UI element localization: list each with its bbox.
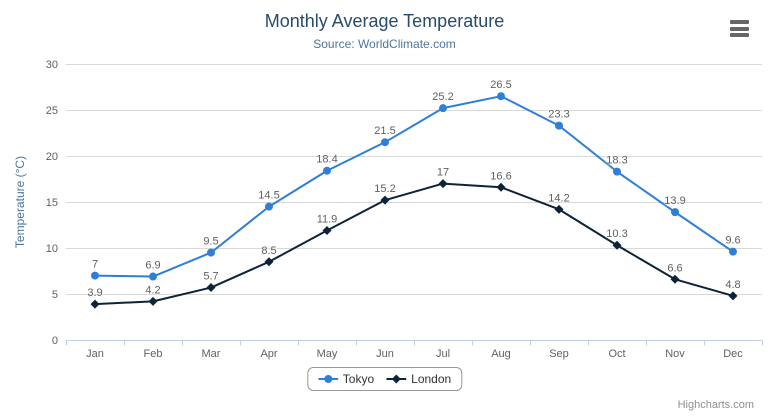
y-axis-label: 20	[46, 151, 58, 163]
x-axis-label: Jan	[86, 348, 104, 360]
data-label: 10.3	[606, 228, 627, 240]
x-axis-label: Apr	[260, 348, 277, 360]
marker-london-mar[interactable]	[206, 283, 216, 293]
x-axis-label: Sep	[549, 348, 569, 360]
data-label: 15.2	[374, 183, 395, 195]
marker-london-jun[interactable]	[380, 195, 390, 205]
series-line-tokyo	[94, 95, 734, 278]
legend-marker-tokyo-icon	[317, 375, 338, 383]
data-label: 23.3	[548, 109, 569, 121]
data-label: 16.6	[490, 170, 511, 182]
x-axis-label: May	[317, 348, 338, 360]
marker-london-jul[interactable]	[438, 179, 448, 189]
data-label: 26.5	[490, 79, 511, 91]
x-axis-label: Dec	[723, 348, 743, 360]
data-label: 3.9	[87, 287, 102, 299]
hamburger-icon	[730, 20, 749, 24]
marker-tokyo-feb[interactable]	[149, 272, 157, 281]
x-axis-label: Aug	[491, 348, 511, 360]
data-label: 11.9	[317, 214, 338, 226]
y-axis-label: 10	[46, 243, 58, 255]
data-label: 14.5	[258, 190, 279, 202]
data-label: 13.9	[664, 195, 685, 207]
data-label: 18.3	[606, 155, 627, 167]
marker-tokyo-mar[interactable]	[207, 248, 215, 257]
chart-title: Monthly Average Temperature	[264, 11, 505, 31]
data-label: 25.2	[432, 91, 453, 103]
legend-item-london[interactable]: London	[386, 372, 451, 386]
data-label: 5.7	[203, 271, 218, 283]
data-label: 9.5	[203, 236, 218, 248]
legend-label: Tokyo	[342, 372, 375, 386]
x-axis-label: Feb	[144, 348, 163, 360]
marker-tokyo-jun[interactable]	[381, 138, 389, 147]
marker-tokyo-dec[interactable]	[729, 247, 737, 256]
data-label: 8.5	[261, 245, 276, 257]
marker-london-aug[interactable]	[496, 182, 506, 192]
x-axis-label: Oct	[608, 348, 625, 360]
marker-tokyo-nov[interactable]	[671, 208, 679, 217]
marker-tokyo-sep[interactable]	[555, 121, 563, 130]
marker-london-dec[interactable]	[728, 291, 738, 301]
legend: Tokyo London	[306, 367, 463, 391]
y-axis-label: 15	[46, 197, 58, 209]
marker-london-apr[interactable]	[264, 257, 274, 267]
marker-london-jan[interactable]	[90, 299, 100, 309]
marker-tokyo-may[interactable]	[323, 166, 331, 175]
y-axis-label: 30	[46, 59, 58, 71]
marker-tokyo-apr[interactable]	[265, 202, 273, 211]
data-label: 21.5	[374, 125, 395, 137]
legend-item-tokyo[interactable]: Tokyo	[317, 372, 375, 386]
marker-london-may[interactable]	[322, 226, 332, 236]
context-menu-button[interactable]	[730, 20, 750, 37]
data-label: 17	[437, 167, 449, 179]
data-label: 7	[92, 259, 98, 271]
marker-london-nov[interactable]	[670, 274, 680, 284]
legend-marker-london-icon	[386, 374, 407, 384]
x-axis-label: Nov	[665, 348, 685, 360]
marker-tokyo-jan[interactable]	[91, 271, 99, 280]
credits-link[interactable]: Highcharts.com	[677, 399, 754, 411]
marker-london-oct[interactable]	[612, 240, 622, 250]
hamburger-icon	[730, 33, 749, 37]
y-axis-label: 5	[52, 289, 58, 301]
chart-subtitle: Source: WorldClimate.com	[313, 37, 456, 51]
series-line-london	[94, 182, 734, 306]
x-axis-label: Jul	[436, 348, 450, 360]
marker-london-sep[interactable]	[554, 204, 564, 214]
data-label: 9.6	[725, 235, 740, 247]
legend-label: London	[411, 372, 452, 386]
y-axis-title: Temperature (°C)	[13, 156, 27, 248]
x-axis-label: Mar	[202, 348, 221, 360]
data-label: 18.4	[316, 154, 337, 166]
data-label: 14.2	[548, 192, 569, 204]
data-label: 6.6	[667, 262, 682, 274]
marker-tokyo-oct[interactable]	[613, 167, 621, 176]
data-label: 4.2	[145, 284, 160, 296]
y-axis-label: 0	[52, 335, 58, 347]
marker-tokyo-jul[interactable]	[439, 104, 447, 113]
marker-london-feb[interactable]	[148, 296, 158, 306]
data-label: 6.9	[145, 260, 160, 272]
marker-tokyo-aug[interactable]	[497, 92, 505, 101]
y-axis-label: 25	[46, 105, 58, 117]
x-axis-label: Jun	[376, 348, 394, 360]
data-label: 4.8	[725, 279, 740, 291]
hamburger-icon	[730, 26, 749, 31]
